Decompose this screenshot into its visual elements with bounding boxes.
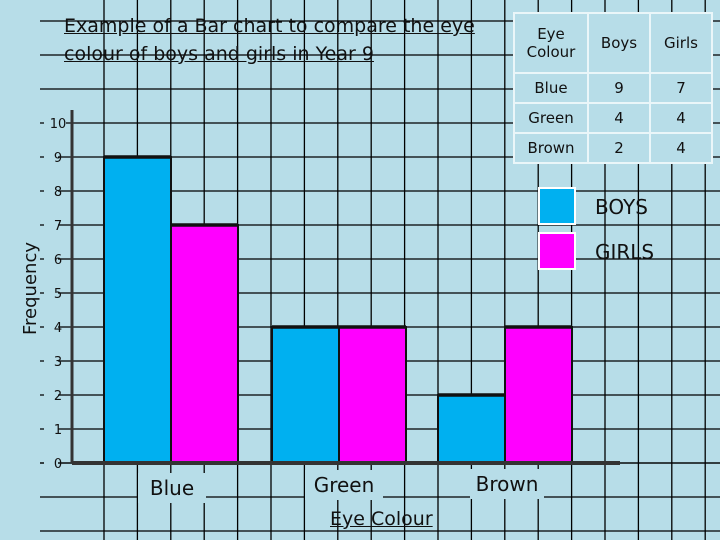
y-tick-label-bg	[44, 183, 58, 199]
x-tick-label-green: Green	[305, 470, 383, 500]
y-tick-label-bg	[44, 387, 58, 403]
table-cell: Brown	[513, 132, 589, 164]
bar-girls-blue	[170, 224, 239, 464]
y-tick-label-10: 10	[50, 117, 67, 132]
y-tick-label-9: 9	[54, 151, 62, 166]
table-header-row: Eye Colour Boys Girls	[513, 12, 713, 74]
y-tick-labels: 0 1 2 3 4 5 6 7 8 9 10	[44, 115, 66, 472]
x-tick-label-brown: Brown	[470, 469, 544, 499]
chart-title: Example of a Bar chart to compare the ey…	[64, 15, 475, 65]
table-cell: 9	[587, 72, 651, 104]
chart-bars	[103, 155, 573, 464]
table-header-girls: Girls	[649, 12, 713, 74]
y-axis-label: Frequency	[20, 242, 41, 335]
y-tick-label-bg	[44, 251, 58, 267]
table-cell: 7	[649, 72, 713, 104]
legend-label-boys: BOYS	[595, 195, 648, 219]
y-tick-label-bg	[44, 217, 58, 233]
table-cell: 4	[649, 132, 713, 164]
table-row: Brown 2 4	[513, 132, 713, 164]
table-header-eye-colour: Eye Colour	[513, 12, 589, 74]
y-tick-label-7: 7	[54, 219, 62, 234]
data-table: Eye Colour Boys Girls Blue 9 7 Green 4 4…	[513, 12, 713, 164]
bar-girls-brown	[504, 326, 573, 464]
y-tick-label-8: 8	[54, 185, 62, 200]
y-tick-label-6: 6	[54, 253, 62, 268]
table-cell: Green	[513, 102, 589, 134]
table-cell: 4	[587, 102, 651, 134]
legend-swatch-boys	[538, 187, 576, 225]
table-row: Blue 9 7	[513, 72, 713, 104]
y-tick-label-bg	[44, 353, 58, 369]
x-tick-label-blue: Blue	[138, 473, 206, 503]
y-tick-label-5: 5	[54, 287, 62, 302]
y-tick-label-bg	[44, 421, 58, 437]
y-tick-label-3: 3	[54, 355, 62, 370]
y-tick-label-bg	[44, 285, 58, 301]
table-cell: Blue	[513, 72, 589, 104]
y-tick-label-0: 0	[54, 457, 62, 472]
bar-boys-brown	[437, 394, 506, 464]
y-tick-label-4: 4	[54, 321, 62, 336]
table-row: Green 4 4	[513, 102, 713, 134]
x-axis-label: Eye Colour	[330, 508, 433, 530]
y-tick-label-bg	[44, 149, 58, 165]
table-cell: 2	[587, 132, 651, 164]
table-header-boys: Boys	[587, 12, 651, 74]
y-tick-label-bg	[44, 455, 58, 471]
bar-boys-green	[271, 326, 340, 464]
bar-boys-blue	[103, 156, 172, 464]
chart-axes	[70, 110, 620, 465]
legend-swatch-girls	[538, 232, 576, 270]
legend-label-girls: GIRLS	[595, 240, 655, 264]
y-tick-label-bg	[44, 319, 58, 335]
y-tick-label-1: 1	[54, 423, 62, 438]
bar-girls-green	[338, 326, 407, 464]
table-cell: 4	[649, 102, 713, 134]
y-tick-label-2: 2	[54, 389, 62, 404]
y-tick-label-bg	[44, 115, 66, 131]
